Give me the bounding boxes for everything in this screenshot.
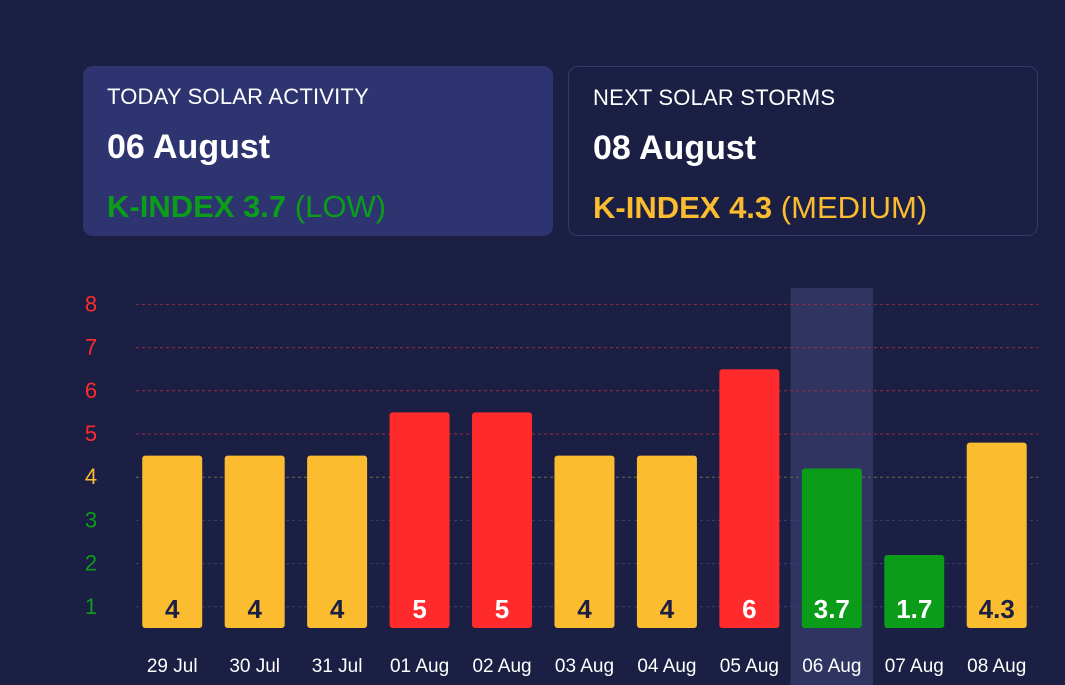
bar-01-aug: [389, 412, 450, 628]
y-tick-label: 6: [85, 378, 97, 403]
bar-30-jul: [224, 455, 285, 628]
bar-04-aug: [636, 455, 697, 628]
bar-value-label: 3.7: [814, 594, 850, 624]
bar-value-label: 4: [577, 594, 592, 624]
today-k-level: (LOW): [294, 189, 387, 224]
y-tick-label: 5: [85, 421, 97, 446]
bar-value-label: 6: [742, 594, 756, 624]
y-tick-label: 4: [85, 464, 97, 489]
x-tick-label: 06 Aug: [802, 656, 861, 677]
today-k-index: K-INDEX 3.7 (LOW): [107, 189, 529, 225]
next-k-value: K-INDEX 4.3: [593, 190, 773, 225]
bar-value-label: 4: [330, 594, 345, 624]
bar-07-aug: [884, 554, 945, 628]
x-tick-label: 02 Aug: [472, 656, 531, 677]
today-card-label: TODAY SOLAR ACTIVITY: [107, 84, 369, 109]
bar-06-aug: [801, 468, 862, 628]
x-tick-label: 04 Aug: [637, 656, 696, 677]
next-card-date: 08 August: [593, 129, 757, 167]
bar-05-aug: [719, 369, 780, 628]
bar-value-label: 4: [165, 594, 180, 624]
y-tick-label: 7: [85, 335, 97, 360]
x-tick-label: 31 Jul: [312, 656, 363, 677]
x-tick-label: 01 Aug: [390, 656, 449, 677]
x-tick-label: 03 Aug: [555, 656, 614, 677]
bar-02-aug: [472, 412, 533, 628]
bar-value-label: 5: [412, 594, 426, 624]
x-tick-label: 05 Aug: [720, 656, 779, 677]
today-activity-card: TODAY SOLAR ACTIVITY 06 August K-INDEX 3…: [83, 66, 553, 236]
today-k-value: K-INDEX 3.7: [107, 189, 287, 224]
bar-03-aug: [554, 455, 615, 628]
next-card-label: NEXT SOLAR STORMS: [593, 85, 836, 110]
next-k-level: (MEDIUM): [780, 190, 928, 225]
bar-31-jul: [307, 455, 368, 628]
bar-value-label: 4: [660, 594, 675, 624]
bar-value-label: 4.3: [979, 594, 1015, 624]
next-k-index: K-INDEX 4.3 (MEDIUM): [593, 190, 1013, 226]
bar-08-aug: [966, 442, 1027, 628]
bar-value-label: 1.7: [896, 594, 932, 624]
y-tick-label: 2: [85, 551, 97, 576]
bar-value-label: 5: [495, 594, 509, 624]
x-tick-label: 07 Aug: [885, 656, 944, 677]
next-storms-card: NEXT SOLAR STORMS 08 August K-INDEX 4.3 …: [568, 66, 1038, 236]
bar-29-jul: [142, 455, 203, 628]
y-tick-label: 8: [85, 291, 97, 316]
x-tick-label: 29 Jul: [147, 656, 198, 677]
x-tick-label: 30 Jul: [229, 656, 280, 677]
y-tick-label: 1: [85, 594, 97, 619]
y-tick-label: 3: [85, 507, 97, 532]
today-card-date: 06 August: [107, 128, 271, 166]
bar-value-label: 4: [247, 594, 262, 624]
x-tick-label: 08 Aug: [967, 656, 1026, 677]
